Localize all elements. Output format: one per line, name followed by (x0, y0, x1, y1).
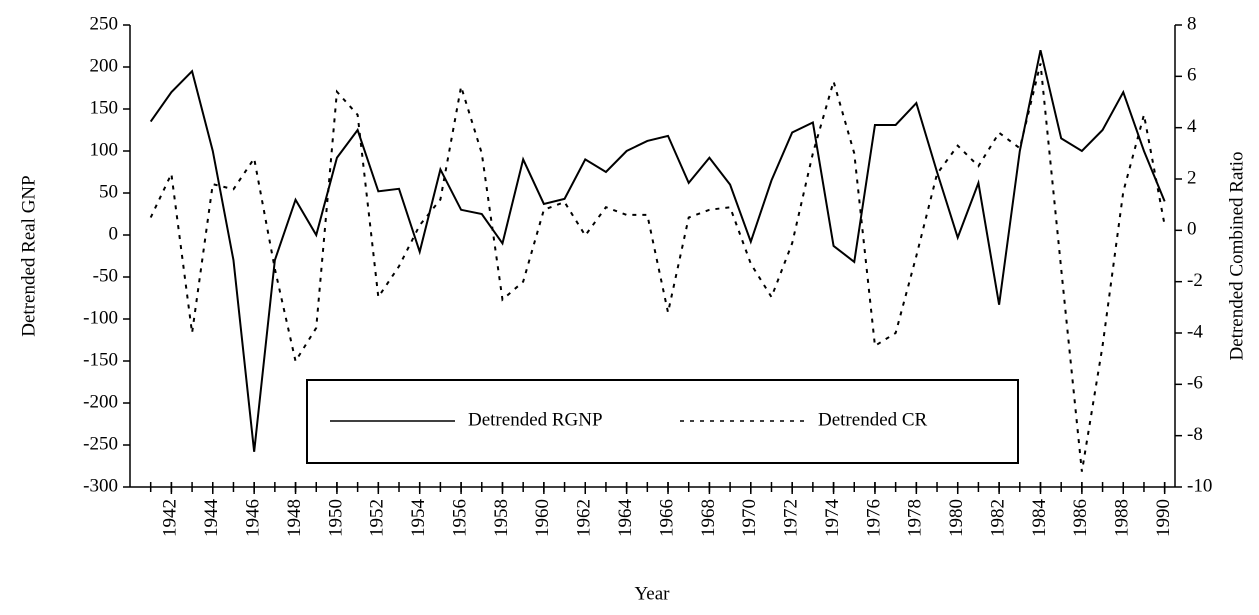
y-tick-label: -50 (93, 265, 118, 286)
x-tick-label: 1964 (615, 499, 636, 538)
y-tick-label: 100 (90, 139, 119, 160)
x-tick-label: 1952 (367, 499, 388, 537)
y-tick-label: -150 (83, 349, 118, 370)
y2-tick-label: -8 (1187, 424, 1203, 445)
y2-tick-label: -6 (1187, 373, 1203, 394)
x-tick-label: 1960 (532, 499, 553, 537)
x-tick-label: 1946 (243, 499, 264, 537)
y-tick-label: -300 (83, 475, 118, 496)
x-tick-label: 1954 (408, 499, 429, 538)
x-tick-label: 1978 (905, 499, 926, 537)
y-tick-label: -200 (83, 391, 118, 412)
x-tick-label: 1980 (946, 499, 967, 537)
x-tick-label: 1990 (1153, 499, 1174, 537)
x-tick-label: 1968 (698, 499, 719, 537)
x-tick-label: 1982 (987, 499, 1008, 537)
x-tick-label: 1962 (574, 499, 595, 537)
y-tick-label: 0 (109, 223, 119, 244)
y2-axis-label: Detrended Combined Ratio (1226, 152, 1247, 361)
y-tick-label: -100 (83, 307, 118, 328)
legend-label: Detrended RGNP (468, 409, 603, 430)
x-tick-label: 1974 (822, 499, 843, 538)
series-line (149, 63, 1166, 472)
y2-tick-label: 2 (1187, 167, 1197, 188)
x-tick-label: 1956 (449, 499, 470, 537)
y-tick-label: 250 (90, 13, 119, 34)
x-tick-label: 1988 (1112, 499, 1133, 537)
x-tick-label: 1944 (201, 499, 222, 538)
y-tick-label: -250 (83, 433, 118, 454)
x-tick-label: 1966 (656, 499, 677, 537)
y-tick-label: 200 (90, 55, 119, 76)
y2-tick-label: -2 (1187, 270, 1203, 291)
y-tick-label: 150 (90, 97, 119, 118)
y2-tick-label: 8 (1187, 13, 1197, 34)
y2-tick-label: -10 (1187, 475, 1212, 496)
y-axis-label: Detrended Real GNP (18, 175, 39, 336)
y2-tick-label: -4 (1187, 321, 1203, 342)
x-tick-label: 1970 (739, 499, 760, 537)
x-tick-label: 1958 (491, 499, 512, 537)
x-tick-label: 1948 (284, 499, 305, 537)
y2-tick-label: 0 (1187, 219, 1197, 240)
x-tick-label: 1942 (160, 499, 181, 537)
x-tick-label: 1976 (863, 499, 884, 537)
legend-label: Detrended CR (818, 409, 928, 430)
x-tick-label: 1984 (1029, 499, 1050, 538)
x-tick-label: 1972 (781, 499, 802, 537)
series-line (149, 49, 1166, 452)
y2-tick-label: 4 (1187, 116, 1197, 137)
x-tick-label: 1950 (325, 499, 346, 537)
y-tick-label: 50 (99, 181, 118, 202)
x-tick-label: 1986 (1070, 499, 1091, 537)
y2-tick-label: 6 (1187, 65, 1197, 86)
x-axis-label: Year (634, 583, 670, 604)
